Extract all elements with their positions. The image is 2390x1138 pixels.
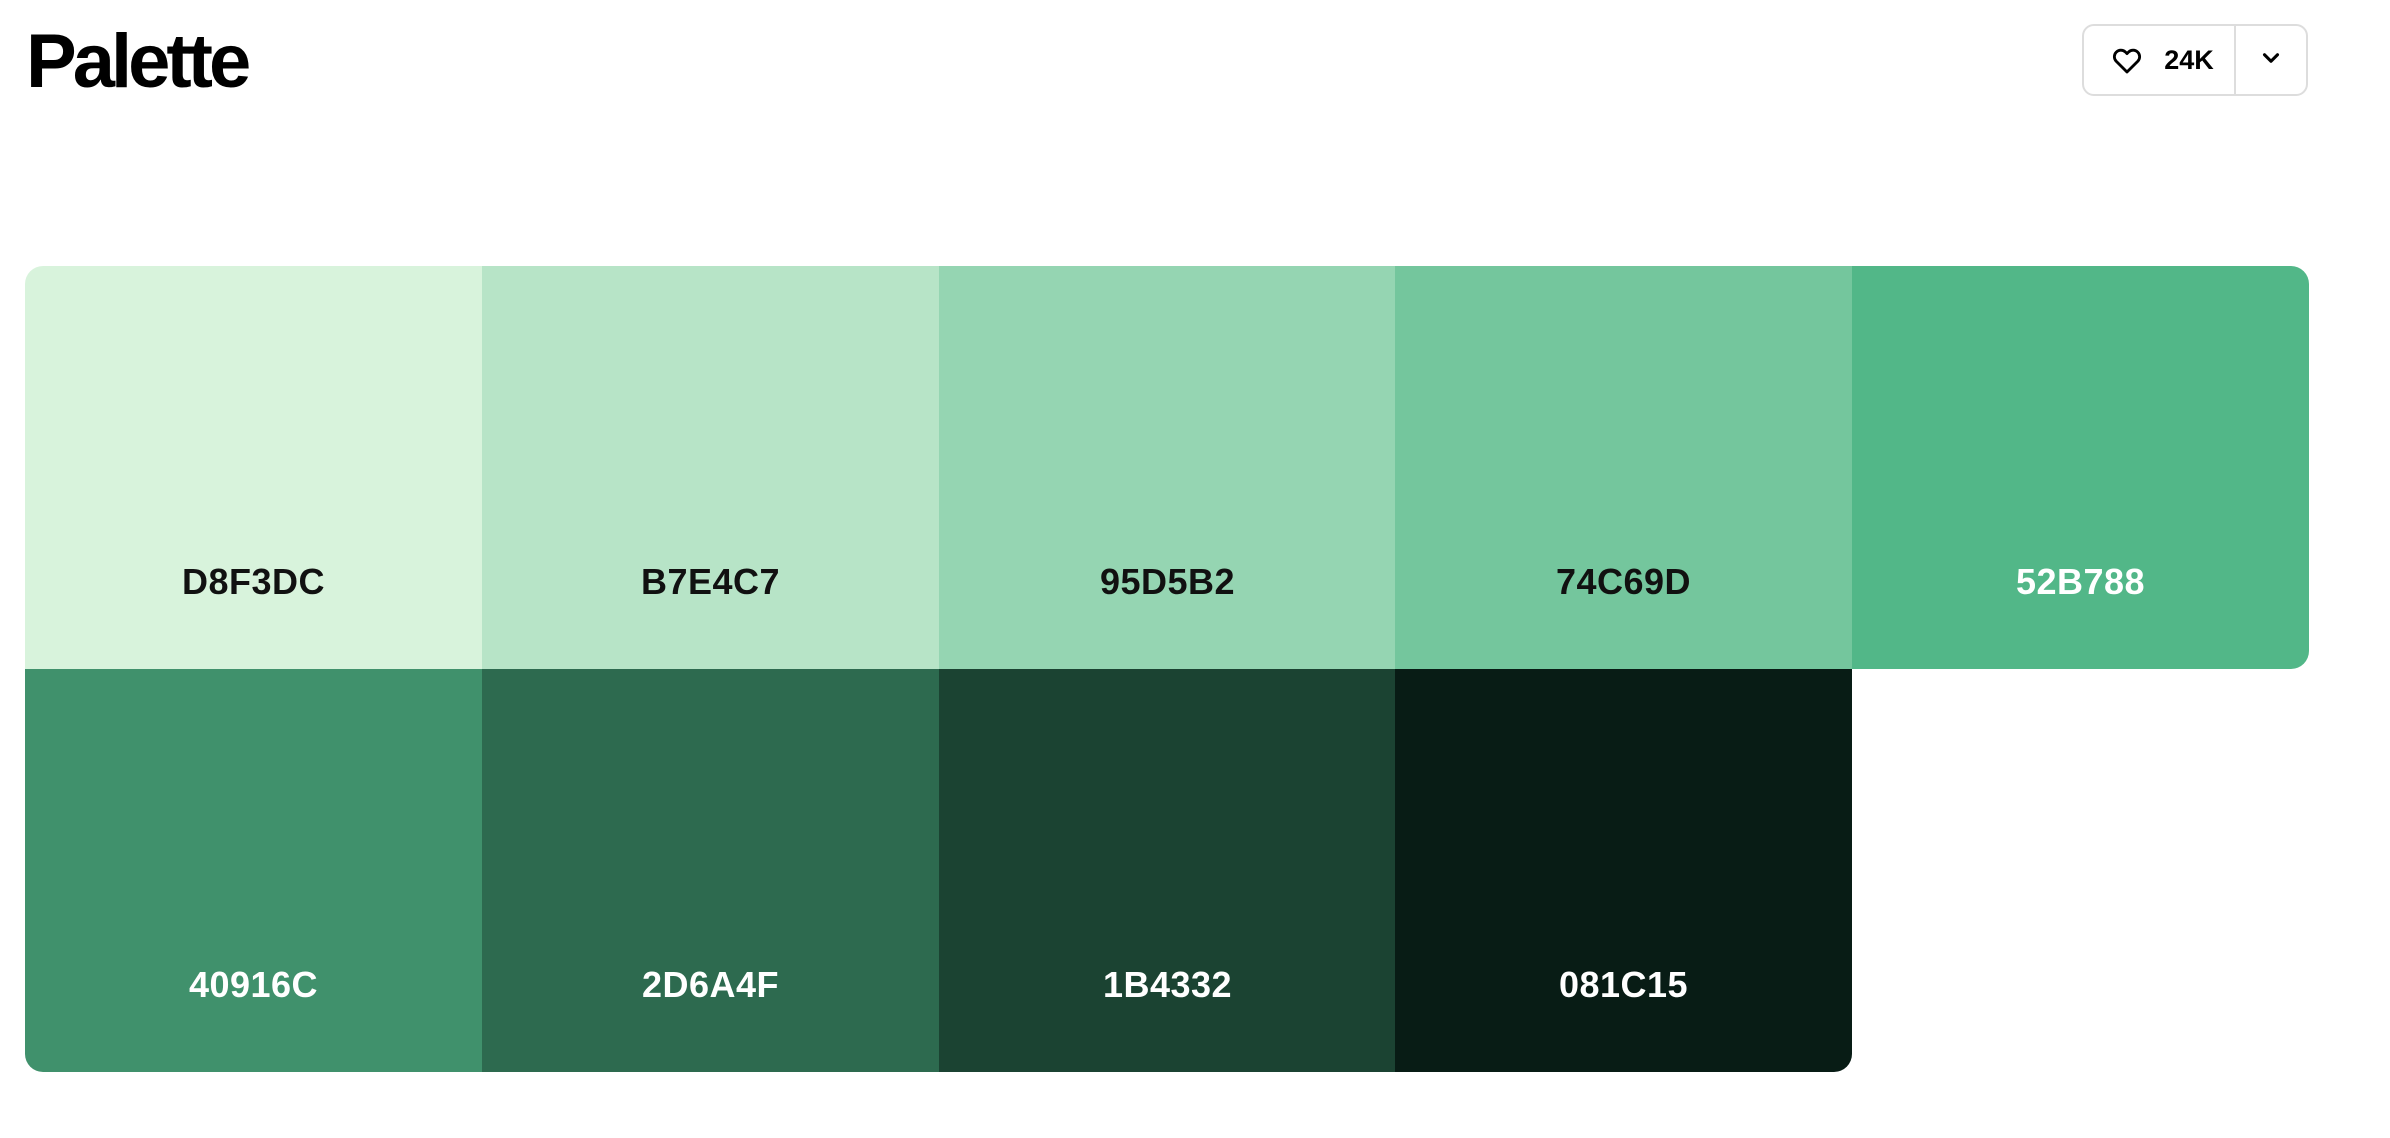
more-options-button[interactable]: [2236, 26, 2306, 94]
chevron-down-icon: [2258, 45, 2284, 76]
like-count: 24K: [2164, 44, 2214, 75]
color-swatch[interactable]: 2D6A4F: [482, 669, 939, 1072]
color-hex-label: B7E4C7: [640, 561, 781, 602]
color-swatch[interactable]: 74C69D: [1395, 266, 1852, 669]
color-hex-label: 2D6A4F: [641, 964, 780, 1005]
color-hex-label: 52B788: [2015, 561, 2146, 602]
color-swatch[interactable]: 081C15: [1395, 669, 1852, 1072]
color-swatch[interactable]: D8F3DC: [25, 266, 482, 669]
color-swatch[interactable]: 1B4332: [939, 669, 1396, 1072]
color-hex-label: 081C15: [1558, 964, 1689, 1005]
heart-icon: [2110, 43, 2144, 77]
color-hex-label: D8F3DC: [181, 561, 326, 602]
color-swatch[interactable]: 40916C: [25, 669, 482, 1072]
page-title: Palette: [26, 19, 251, 104]
color-swatch[interactable]: B7E4C7: [482, 266, 939, 669]
color-hex-label: 74C69D: [1555, 561, 1692, 602]
color-swatch[interactable]: 95D5B2: [939, 266, 1396, 669]
color-hex-label: 1B4332: [1102, 964, 1233, 1005]
color-hex-label: 40916C: [188, 964, 319, 1005]
palette-grid: D8F3DC B7E4C7 95D5B2 74C69D 52B788 40916…: [25, 266, 2309, 1072]
like-button[interactable]: 24K: [2084, 26, 2236, 94]
color-swatch[interactable]: 52B788: [1852, 266, 2309, 669]
color-hex-label: 95D5B2: [1099, 561, 1236, 602]
palette-actions: 24K: [2082, 24, 2308, 96]
